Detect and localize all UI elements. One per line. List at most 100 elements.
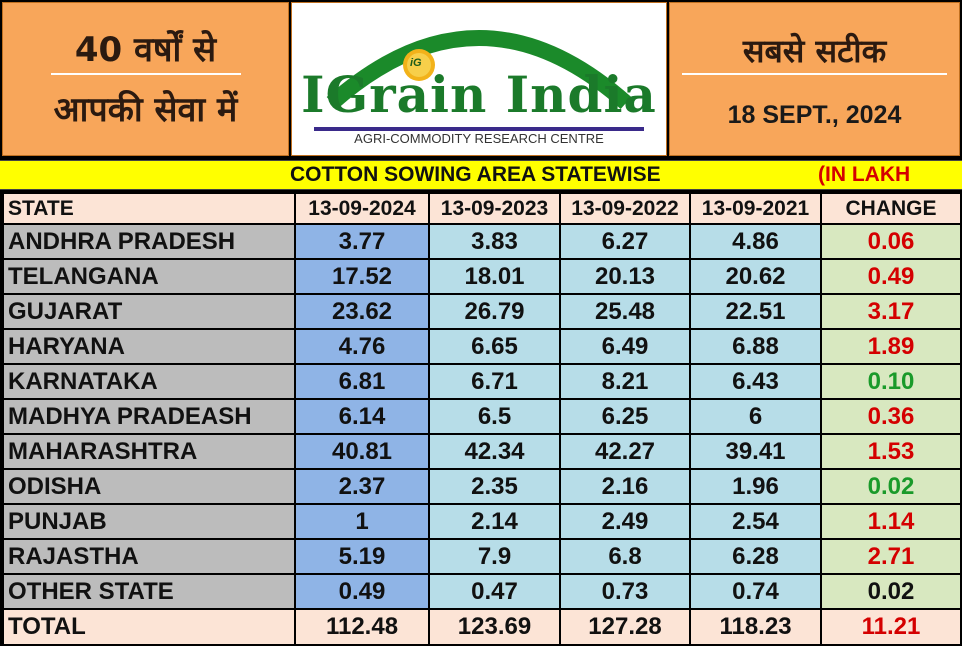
value-2021-cell: 0.74 [689,573,822,610]
change-cell: 0.06 [820,223,962,260]
tagline-line1: 40 वर्षों से [74,30,217,70]
value-2021-cell: 6.88 [689,328,822,365]
table-row: TELANGANA 17.52 18.01 20.13 20.62 0.49 [2,258,962,295]
value-2023-cell: 6.71 [428,363,561,400]
tagline-line2: आपकी सेवा में [53,90,238,130]
change-cell: 11.21 [820,608,962,646]
state-cell: GUJARAT [2,293,296,330]
value-2021-cell: 39.41 [689,433,822,470]
value-2022-cell: 6.25 [559,398,691,435]
change-cell: 3.17 [820,293,962,330]
divider [51,73,241,75]
value-2022-cell: 2.16 [559,468,691,505]
state-cell: KARNATAKA [2,363,296,400]
value-2021-cell: 6.43 [689,363,822,400]
logo-arc-icon [326,30,632,109]
value-2022-cell: 127.28 [559,608,691,646]
state-cell: TOTAL [2,608,296,646]
value-2024-cell: 5.19 [294,538,430,575]
value-2021-cell: 1.96 [689,468,822,505]
tagline-right-box: सबसे सटीक 18 SEPT., 2024 [669,2,960,156]
header: 40 वर्षों से आपकी सेवा में iG IGrain Ind… [0,0,962,158]
change-cell: 0.36 [820,398,962,435]
value-2023-cell: 0.47 [428,573,561,610]
table-header-row: STATE 13-09-2024 13-09-2023 13-09-2022 1… [2,192,962,225]
table-row: ODISHA 2.37 2.35 2.16 1.96 0.02 [2,468,962,505]
value-2021-cell: 4.86 [689,223,822,260]
value-2023-cell: 26.79 [428,293,561,330]
value-2021-cell: 20.62 [689,258,822,295]
value-2022-cell: 25.48 [559,293,691,330]
value-2024-cell: 40.81 [294,433,430,470]
value-2024-cell: 1 [294,503,430,540]
title-bar: COTTON SOWING AREA STATEWISE (IN LAKH [0,160,962,190]
table-row: ANDHRA PRADESH 3.77 3.83 6.27 4.86 0.06 [2,223,962,260]
state-cell: ANDHRA PRADESH [2,223,296,260]
logo-subtitle: AGRI-COMMODITY RESEARCH CENTRE [354,131,604,146]
column-header-change: CHANGE [820,192,962,225]
value-2021-cell: 6.28 [689,538,822,575]
change-cell: 1.14 [820,503,962,540]
table-row: RAJASTHA 5.19 7.9 6.8 6.28 2.71 [2,538,962,575]
state-cell: HARYANA [2,328,296,365]
table-row: GUJARAT 23.62 26.79 25.48 22.51 3.17 [2,293,962,330]
state-cell: PUNJAB [2,503,296,540]
table-title: COTTON SOWING AREA STATEWISE [290,163,661,186]
logo-underline [314,127,644,131]
value-2024-cell: 112.48 [294,608,430,646]
change-cell: 1.89 [820,328,962,365]
logo-title: IGrain India [301,65,657,124]
tagline-left-box: 40 वर्षों से आपकी सेवा में [2,2,289,156]
state-cell: MAHARASHTRA [2,433,296,470]
logo: iG IGrain India AGRI-COMMODITY RESEARCH … [291,2,667,156]
report-date: 18 SEPT., 2024 [727,101,902,129]
value-2022-cell: 6.49 [559,328,691,365]
tagline-right: सबसे सटीक [742,32,887,70]
value-2022-cell: 2.49 [559,503,691,540]
column-header-2024: 13-09-2024 [294,192,430,225]
value-2021-cell: 22.51 [689,293,822,330]
value-2024-cell: 3.77 [294,223,430,260]
state-cell: MADHYA PRADEASH [2,398,296,435]
value-2023-cell: 6.65 [428,328,561,365]
total-row: TOTAL 112.48 123.69 127.28 118.23 11.21 [2,608,962,646]
value-2022-cell: 0.73 [559,573,691,610]
value-2021-cell: 2.54 [689,503,822,540]
value-2022-cell: 20.13 [559,258,691,295]
state-cell: RAJASTHA [2,538,296,575]
value-2024-cell: 2.37 [294,468,430,505]
state-cell: OTHER STATE [2,573,296,610]
value-2023-cell: 18.01 [428,258,561,295]
value-2023-cell: 6.5 [428,398,561,435]
value-2021-cell: 6 [689,398,822,435]
table-row: HARYANA 4.76 6.65 6.49 6.88 1.89 [2,328,962,365]
table-row: MAHARASHTRA 40.81 42.34 42.27 39.41 1.53 [2,433,962,470]
logo-badge: iG [410,57,422,69]
column-header-2022: 13-09-2022 [559,192,691,225]
value-2023-cell: 7.9 [428,538,561,575]
unit-label: (IN LAKH [818,163,911,186]
value-2022-cell: 42.27 [559,433,691,470]
value-2024-cell: 0.49 [294,573,430,610]
divider [682,73,947,75]
value-2023-cell: 2.14 [428,503,561,540]
change-cell: 2.71 [820,538,962,575]
change-cell: 0.02 [820,573,962,610]
column-header-2021: 13-09-2021 [689,192,822,225]
table-row: KARNATAKA 6.81 6.71 8.21 6.43 0.10 [2,363,962,400]
table-row: OTHER STATE 0.49 0.47 0.73 0.74 0.02 [2,573,962,610]
value-2024-cell: 6.14 [294,398,430,435]
value-2022-cell: 6.8 [559,538,691,575]
value-2023-cell: 2.35 [428,468,561,505]
change-cell: 0.10 [820,363,962,400]
change-cell: 0.02 [820,468,962,505]
state-cell: TELANGANA [2,258,296,295]
state-cell: ODISHA [2,468,296,505]
value-2023-cell: 42.34 [428,433,561,470]
value-2023-cell: 123.69 [428,608,561,646]
table-row: MADHYA PRADEASH 6.14 6.5 6.25 6 0.36 [2,398,962,435]
value-2024-cell: 23.62 [294,293,430,330]
value-2023-cell: 3.83 [428,223,561,260]
column-header-state: STATE [2,192,296,225]
